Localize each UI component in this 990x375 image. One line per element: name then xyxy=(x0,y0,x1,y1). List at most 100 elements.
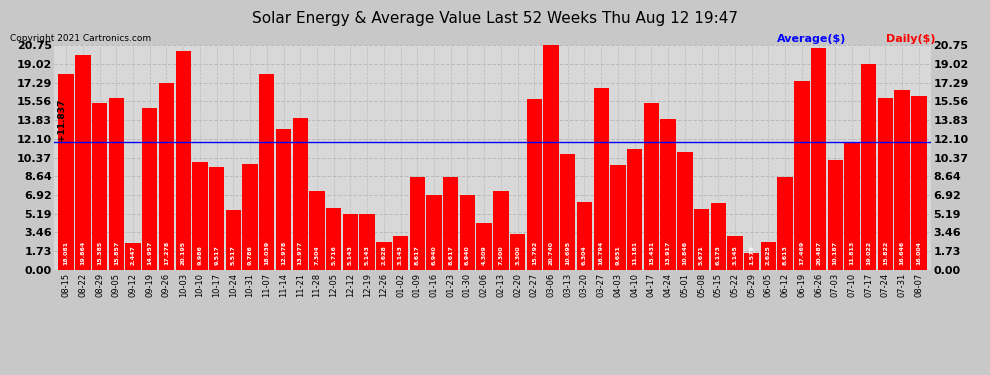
Bar xyxy=(811,48,827,270)
Text: 17.278: 17.278 xyxy=(164,240,169,265)
Bar xyxy=(444,177,458,270)
Text: 8.617: 8.617 xyxy=(448,245,453,265)
Text: 10.846: 10.846 xyxy=(682,240,687,265)
Bar xyxy=(794,81,810,270)
Bar xyxy=(309,191,325,270)
Text: 7.304: 7.304 xyxy=(315,245,320,265)
Text: 19.864: 19.864 xyxy=(80,240,85,265)
Bar xyxy=(393,236,408,270)
Text: 19.022: 19.022 xyxy=(866,240,871,265)
Text: 16.646: 16.646 xyxy=(900,240,905,265)
Bar xyxy=(410,177,425,270)
Bar xyxy=(109,98,124,270)
Bar xyxy=(777,177,793,270)
Bar xyxy=(276,129,291,270)
Text: 15.822: 15.822 xyxy=(883,240,888,265)
Bar xyxy=(594,88,609,270)
Text: 20.740: 20.740 xyxy=(548,241,553,265)
Text: 10.695: 10.695 xyxy=(565,240,570,265)
Text: 15.385: 15.385 xyxy=(97,240,102,265)
Bar xyxy=(493,191,509,270)
Text: 3.145: 3.145 xyxy=(733,245,738,265)
Text: 8.617: 8.617 xyxy=(415,245,420,265)
Bar xyxy=(544,45,558,270)
Text: 16.794: 16.794 xyxy=(599,240,604,265)
Bar xyxy=(577,202,592,270)
Text: 18.039: 18.039 xyxy=(264,240,269,265)
Text: 15.792: 15.792 xyxy=(532,240,537,265)
Bar xyxy=(75,55,90,270)
Text: 12.978: 12.978 xyxy=(281,240,286,265)
Bar xyxy=(711,203,726,270)
Text: 5.143: 5.143 xyxy=(364,245,369,265)
Bar xyxy=(644,103,659,270)
Bar xyxy=(844,142,859,270)
Text: 9.786: 9.786 xyxy=(248,245,252,265)
Bar xyxy=(744,253,759,270)
Bar xyxy=(343,214,358,270)
Text: 6.940: 6.940 xyxy=(465,245,470,265)
Bar xyxy=(359,214,375,270)
Text: 5.143: 5.143 xyxy=(347,245,352,265)
Bar xyxy=(895,90,910,270)
Text: 13.917: 13.917 xyxy=(665,240,670,265)
Text: 9.986: 9.986 xyxy=(197,245,202,265)
Bar xyxy=(878,98,893,270)
Text: 11.181: 11.181 xyxy=(633,240,638,265)
Bar xyxy=(828,159,842,270)
Bar xyxy=(660,119,676,270)
Text: 6.940: 6.940 xyxy=(432,245,437,265)
Text: 9.651: 9.651 xyxy=(616,245,621,265)
Text: 1.579: 1.579 xyxy=(749,245,754,265)
Text: 13.977: 13.977 xyxy=(298,240,303,265)
Text: 15.431: 15.431 xyxy=(648,240,653,265)
Text: 18.081: 18.081 xyxy=(63,240,68,265)
Text: 9.517: 9.517 xyxy=(214,245,219,265)
Text: 20.487: 20.487 xyxy=(816,240,821,265)
Text: 16.004: 16.004 xyxy=(917,241,922,265)
Bar xyxy=(158,82,174,270)
Bar xyxy=(58,74,74,270)
Bar xyxy=(226,210,241,270)
Text: 4.309: 4.309 xyxy=(482,245,487,265)
Text: Copyright 2021 Cartronics.com: Copyright 2021 Cartronics.com xyxy=(10,34,151,43)
Bar xyxy=(143,108,157,270)
Text: 5.716: 5.716 xyxy=(332,245,337,265)
Bar xyxy=(326,208,342,270)
Bar xyxy=(175,51,191,270)
Text: Daily($): Daily($) xyxy=(886,34,936,44)
Bar xyxy=(376,242,391,270)
Bar xyxy=(911,96,927,270)
Text: 15.857: 15.857 xyxy=(114,240,119,265)
Text: 17.469: 17.469 xyxy=(799,240,804,265)
Text: 14.957: 14.957 xyxy=(148,240,152,265)
Text: 3.300: 3.300 xyxy=(515,245,520,265)
Bar xyxy=(476,223,492,270)
Bar xyxy=(560,154,575,270)
Text: 8.613: 8.613 xyxy=(783,245,788,265)
Text: +11.837: +11.837 xyxy=(919,99,928,141)
Text: 11.813: 11.813 xyxy=(849,240,854,265)
Bar xyxy=(427,195,442,270)
Text: +11.837: +11.837 xyxy=(57,99,66,141)
Text: Average($): Average($) xyxy=(777,34,846,44)
Bar xyxy=(510,234,526,270)
Bar xyxy=(694,209,709,270)
Bar xyxy=(728,236,742,270)
Text: 2.447: 2.447 xyxy=(131,245,136,265)
Text: 6.173: 6.173 xyxy=(716,245,721,265)
Text: 7.300: 7.300 xyxy=(498,245,503,265)
Bar xyxy=(259,74,274,270)
Bar xyxy=(209,167,225,270)
Text: 6.304: 6.304 xyxy=(582,245,587,265)
Bar xyxy=(527,99,542,270)
Bar xyxy=(192,162,208,270)
Bar xyxy=(92,103,107,270)
Text: 10.187: 10.187 xyxy=(833,240,838,265)
Bar xyxy=(459,195,475,270)
Bar xyxy=(760,242,776,270)
Text: 5.517: 5.517 xyxy=(231,245,236,265)
Text: 20.195: 20.195 xyxy=(181,240,186,265)
Text: Solar Energy & Average Value Last 52 Weeks Thu Aug 12 19:47: Solar Energy & Average Value Last 52 Wee… xyxy=(252,11,738,26)
Text: 3.143: 3.143 xyxy=(398,245,403,265)
